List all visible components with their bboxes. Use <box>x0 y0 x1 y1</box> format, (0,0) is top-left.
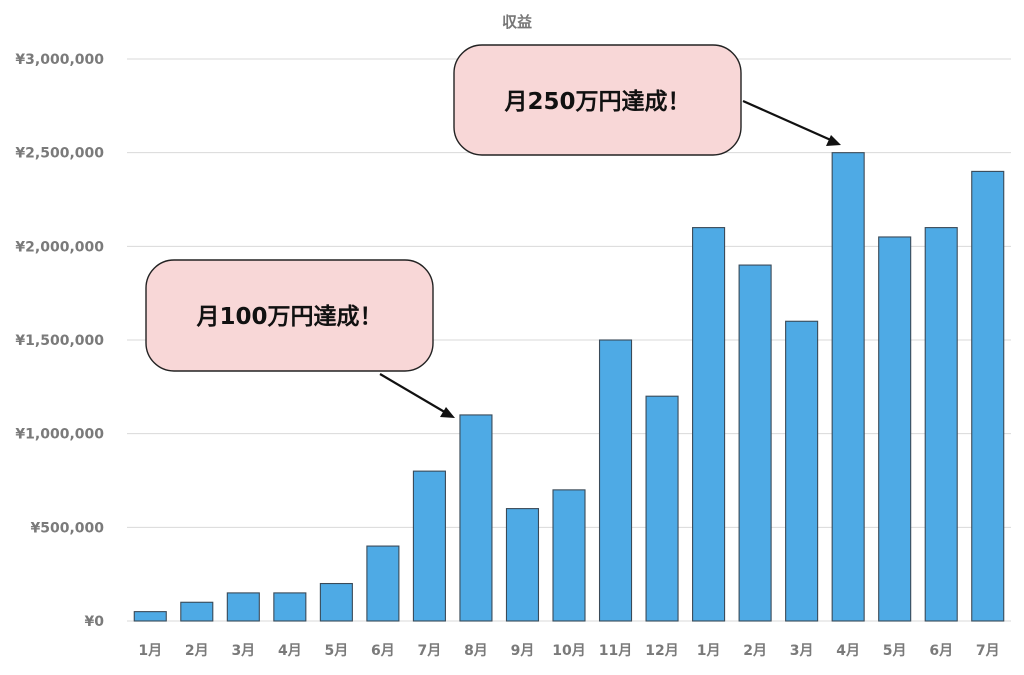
bar <box>133 611 167 622</box>
x-tick-label: 12月 <box>645 643 678 659</box>
x-tick-label: 6月 <box>929 643 953 659</box>
y-tick-label: ¥2,500,000 <box>15 146 104 162</box>
bar <box>924 227 958 622</box>
bar <box>273 592 307 622</box>
bar <box>459 414 493 622</box>
bar <box>831 152 865 622</box>
x-tick-label: 7月 <box>976 643 1000 659</box>
callout-100man-arrowhead <box>440 407 455 418</box>
bar <box>505 508 540 622</box>
y-tick-label: ¥1,500,000 <box>15 333 104 349</box>
callout-100man-text: 月100万円達成！ <box>195 303 382 330</box>
y-tick-label: ¥1,000,000 <box>15 427 104 443</box>
callout-250man-text: 月250万円達成！ <box>503 88 690 115</box>
callout-100man: 月100万円達成！ <box>145 259 455 418</box>
y-tick-label: ¥3,000,000 <box>15 52 104 68</box>
callout-250man: 月250万円達成！ <box>453 44 841 156</box>
x-tick-label: 6月 <box>371 643 395 659</box>
x-tick-label: 5月 <box>324 643 348 659</box>
x-tick-label: 7月 <box>418 643 442 659</box>
y-tick-label: ¥500,000 <box>30 520 104 536</box>
bars <box>133 152 1005 622</box>
bar <box>552 489 586 622</box>
x-tick-label: 11月 <box>599 643 632 659</box>
callout-100man-arrow <box>379 373 449 415</box>
bar <box>738 264 772 622</box>
x-tick-label: 3月 <box>790 643 814 659</box>
y-tick-label: ¥0 <box>85 614 105 630</box>
bar <box>971 170 1005 622</box>
x-tick-label: 2月 <box>185 643 209 659</box>
x-tick-label: 9月 <box>511 643 535 659</box>
bar <box>412 470 446 622</box>
bar <box>645 395 679 622</box>
y-tick-label: ¥2,000,000 <box>15 239 104 255</box>
x-tick-label: 2月 <box>743 643 767 659</box>
bar <box>180 601 214 622</box>
bar <box>785 320 819 622</box>
x-tick-label: 4月 <box>836 643 860 659</box>
bar <box>878 236 912 622</box>
bar <box>366 545 400 622</box>
bar <box>319 582 353 622</box>
callout-250man-arrowhead <box>826 135 841 146</box>
x-tick-label: 8月 <box>464 643 488 659</box>
x-tick-label: 4月 <box>278 643 302 659</box>
x-tick-label: 3月 <box>231 643 255 659</box>
x-tick-label: 10月 <box>552 643 585 659</box>
bar <box>226 592 260 622</box>
callout-100man-box <box>145 259 434 372</box>
x-tick-label: 1月 <box>138 643 162 659</box>
x-tick-label: 1月 <box>697 643 721 659</box>
bar <box>692 227 726 622</box>
y-axis-ticks: ¥0 ¥500,000 ¥1,000,000 ¥1,500,000 ¥2,000,000… <box>15 52 104 630</box>
callout-250man-box <box>453 44 742 156</box>
x-tick-label: 5月 <box>883 643 907 659</box>
x-axis-ticks: 1月 2月 3月 4月 5月 6月 7月 8月 9月 10月 11月 12月 1月 2月 3月 4月 5月 6月 7… <box>138 643 999 659</box>
bar <box>598 339 633 622</box>
callout-250man-arrow <box>742 99 834 143</box>
chart-title: 収益 <box>502 13 532 31</box>
